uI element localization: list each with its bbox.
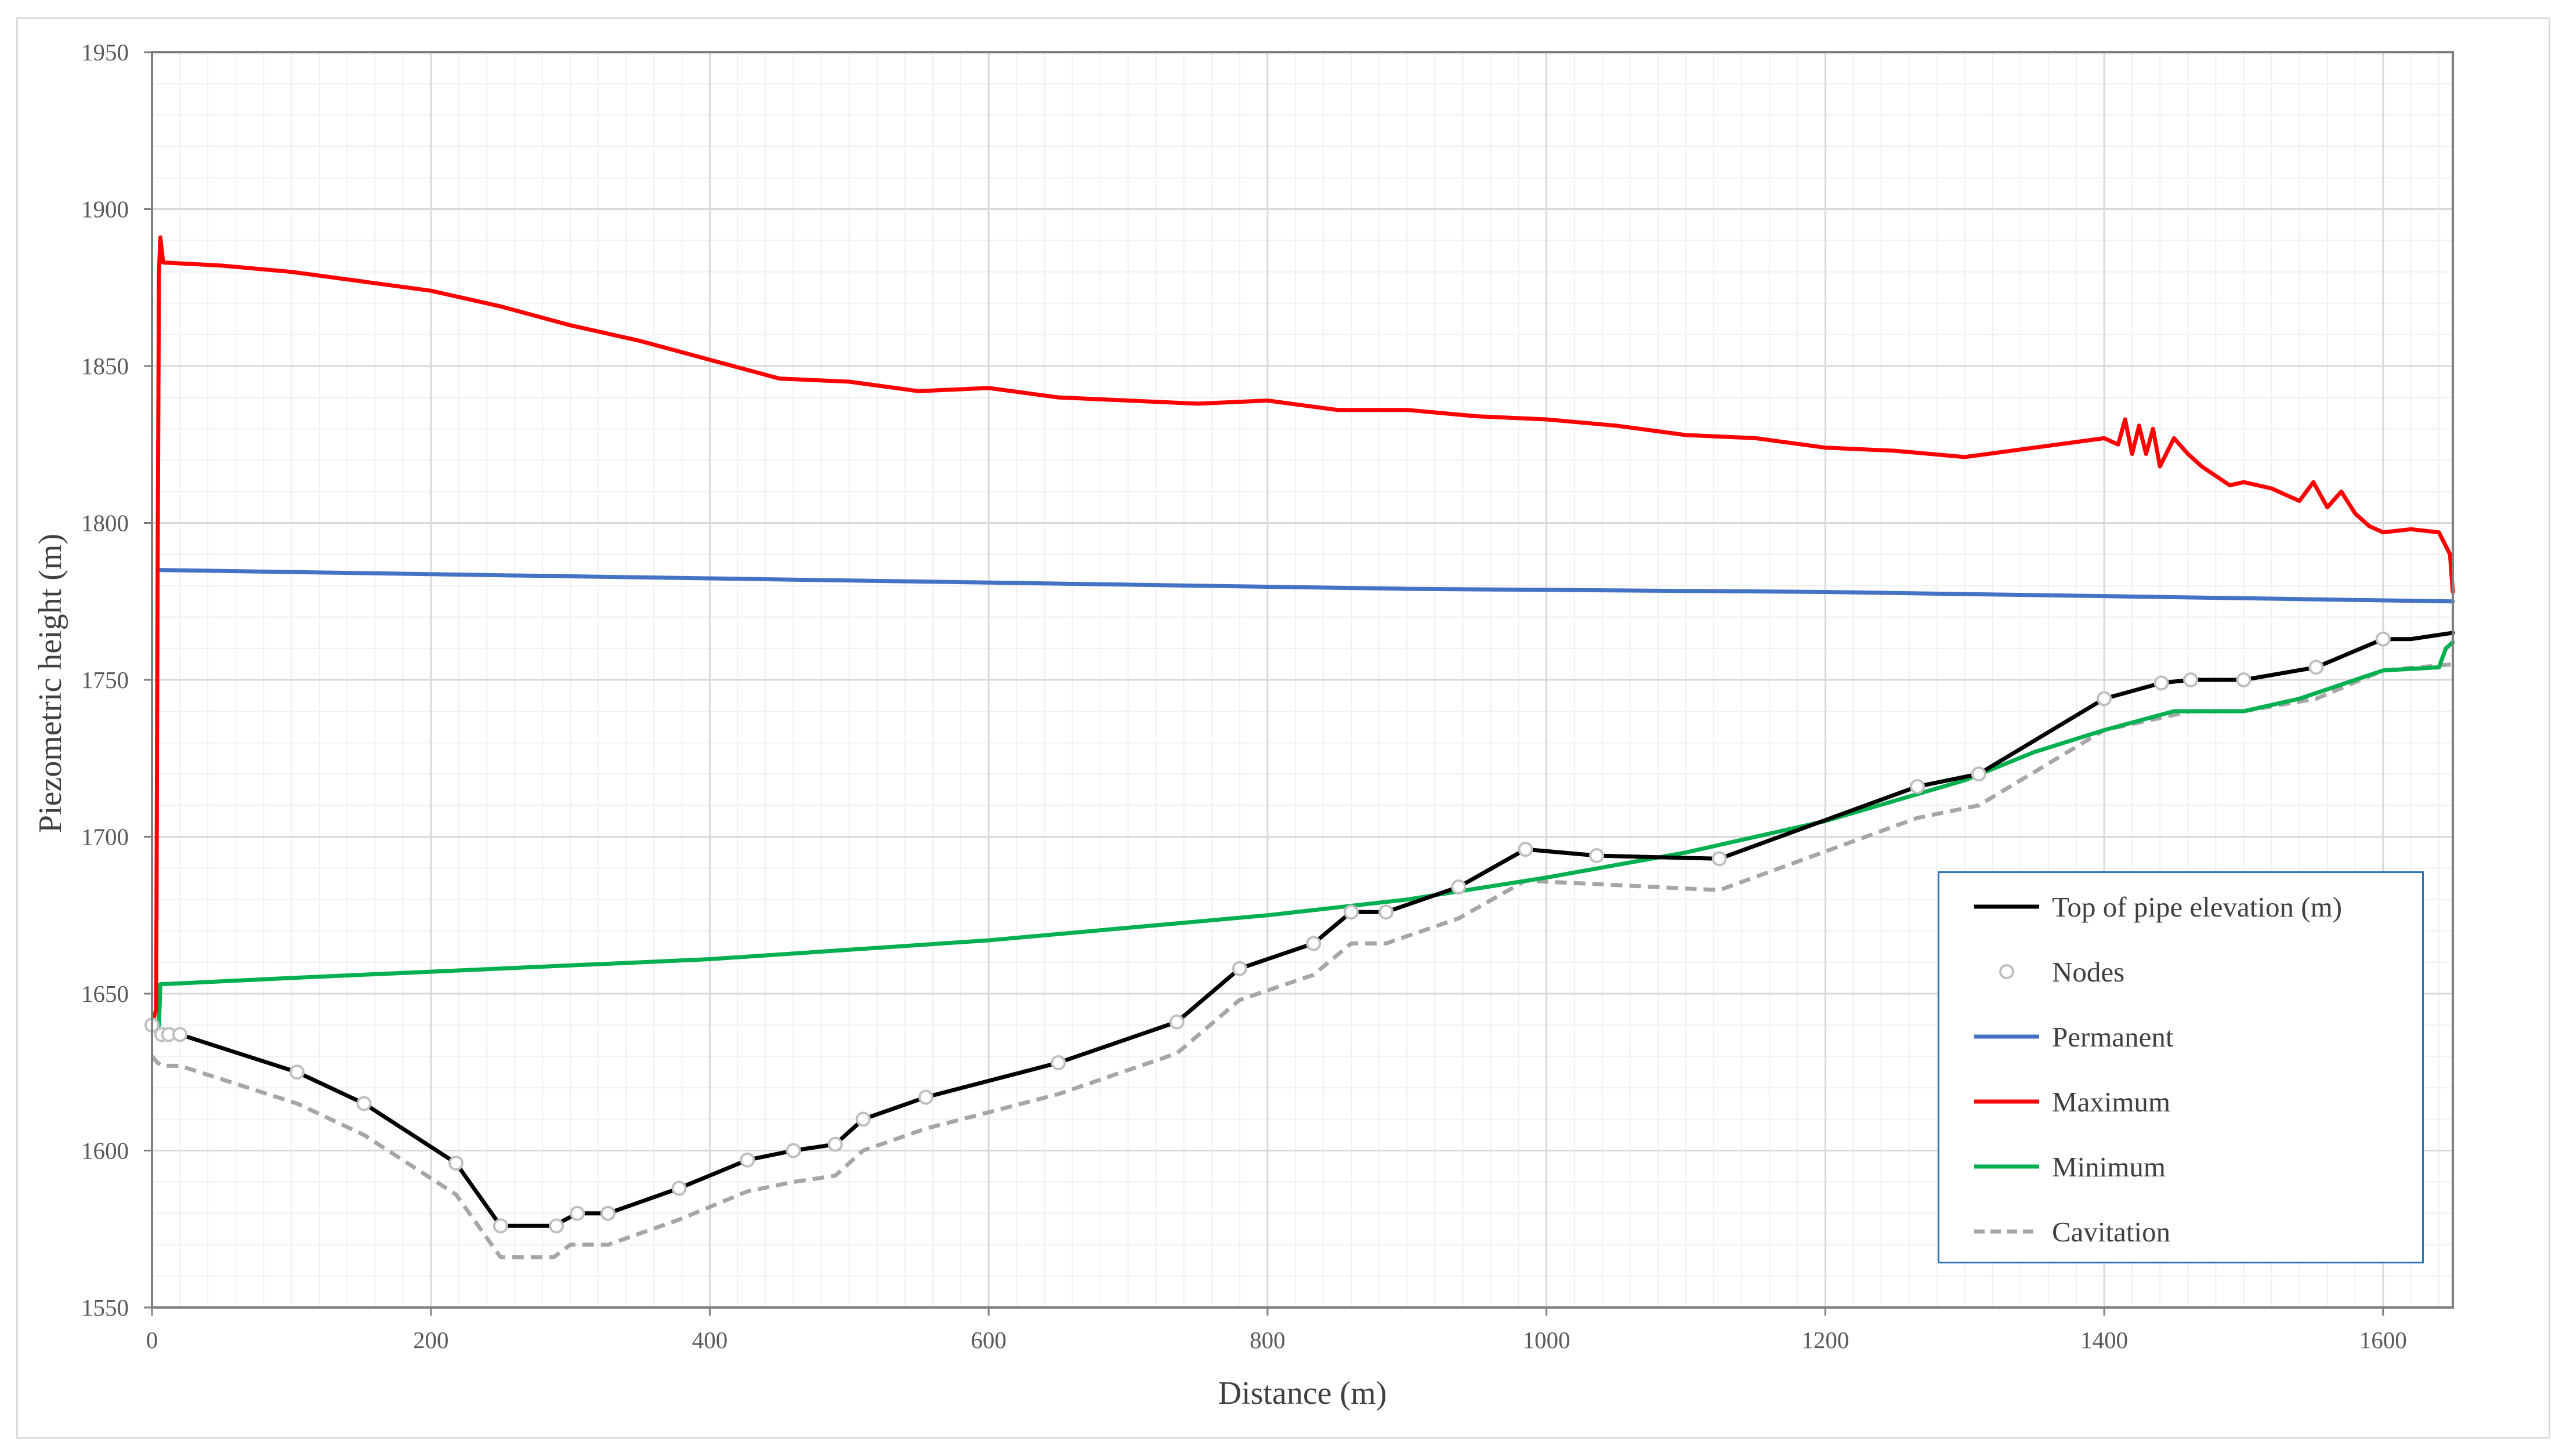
y-tick-label: 1550 (81, 1294, 129, 1321)
node-marker (493, 1218, 508, 1234)
legend-item-nodes: Nodes (1974, 954, 2124, 989)
node-marker (172, 1027, 188, 1042)
node-marker (1711, 851, 1727, 867)
node-marker (1306, 936, 1322, 951)
node-marker (1232, 961, 1247, 976)
y-tick-label: 1750 (81, 667, 129, 693)
node-marker (600, 1205, 616, 1221)
legend-item-permanent: Permanent (1974, 1019, 2174, 1054)
legend-label: Maximum (2052, 1085, 2171, 1118)
series-line-cavitation (150, 662, 2453, 1259)
series-line-maximum (150, 235, 2455, 1027)
node-marker (1344, 904, 1359, 920)
x-axis-title: Distance (m) (1218, 1375, 1387, 1411)
legend-label: Permanent (2052, 1020, 2174, 1053)
legend-swatch-circle-marker (1999, 964, 2014, 979)
node-marker (1910, 778, 1925, 794)
y-tick-label: 1950 (81, 39, 129, 66)
node-marker (2097, 691, 2112, 707)
node-marker (1589, 847, 1605, 863)
x-tick-label: 800 (1250, 1327, 1286, 1353)
node-marker (740, 1152, 755, 1168)
x-tick-label: 0 (146, 1327, 158, 1353)
node-marker (549, 1218, 564, 1234)
node-marker (2183, 672, 2199, 687)
x-tick-label: 1200 (1801, 1327, 1849, 1353)
series-layer (144, 235, 2455, 1259)
x-tick-label: 1600 (2359, 1327, 2407, 1353)
y-tick-label: 1700 (81, 824, 129, 850)
node-marker (1518, 842, 1533, 857)
node-marker (289, 1064, 305, 1080)
legend: Top of pipe elevation (m) Nodes Permanen… (1938, 871, 2424, 1263)
legend-item-top-of-pipe: Top of pipe elevation (m) (1974, 889, 2342, 924)
x-tick-label: 1400 (2080, 1327, 2128, 1353)
legend-item-cavitation: Cavitation (1974, 1214, 2170, 1249)
legend-swatch-red-line (1974, 1099, 2039, 1104)
x-tick-label: 400 (692, 1327, 728, 1353)
node-marker (855, 1111, 871, 1127)
x-tick-label: 1000 (1523, 1327, 1570, 1353)
node-marker (356, 1096, 372, 1111)
legend-swatch-gray-dashed-line (1974, 1229, 2039, 1234)
legend-swatch-black-line (1974, 904, 2039, 909)
node-marker (570, 1205, 585, 1221)
node-marker (448, 1156, 464, 1171)
node-marker (1169, 1014, 1185, 1030)
legend-label: Minimum (2052, 1150, 2166, 1183)
x-tick-label: 200 (413, 1327, 449, 1353)
node-marker (786, 1143, 801, 1158)
node-marker (671, 1180, 687, 1196)
legend-item-maximum: Maximum (1974, 1084, 2170, 1119)
legend-swatch-green-line (1974, 1164, 2039, 1169)
y-tick-label: 1850 (81, 353, 129, 379)
x-tick-label: 600 (971, 1327, 1007, 1353)
legend-swatch-blue-line (1974, 1034, 2039, 1039)
node-marker (2308, 660, 2324, 675)
legend-label: Top of pipe elevation (m) (2052, 890, 2343, 923)
series-nodes (144, 631, 2391, 1234)
legend-label: Cavitation (2052, 1215, 2171, 1248)
node-marker (1971, 766, 1986, 782)
y-tick-label: 1800 (81, 510, 129, 537)
node-marker (2375, 631, 2391, 647)
y-tick-label: 1600 (81, 1138, 129, 1164)
y-axis-ticks: 1550 1600 1650 1700 1750 1800 1850 1900 1950 (81, 39, 152, 1321)
y-tick-label: 1900 (81, 196, 129, 223)
legend-label: Nodes (2052, 955, 2125, 988)
y-tick-label: 1650 (81, 980, 129, 1007)
series-line-minimum (150, 640, 2455, 1034)
node-marker (918, 1089, 934, 1105)
y-axis-title: Piezometric height (m) (32, 534, 68, 833)
series-line-permanent (157, 568, 2455, 604)
node-marker (2236, 672, 2252, 687)
node-marker (1051, 1055, 1066, 1071)
node-marker (827, 1136, 843, 1152)
legend-item-minimum: Minimum (1974, 1149, 2166, 1184)
x-axis-ticks: 0 200 400 600 800 1000 1200 1400 1600 (146, 1307, 2407, 1353)
node-marker (1451, 879, 1467, 895)
node-marker (2153, 675, 2169, 691)
node-marker (1378, 904, 1394, 920)
